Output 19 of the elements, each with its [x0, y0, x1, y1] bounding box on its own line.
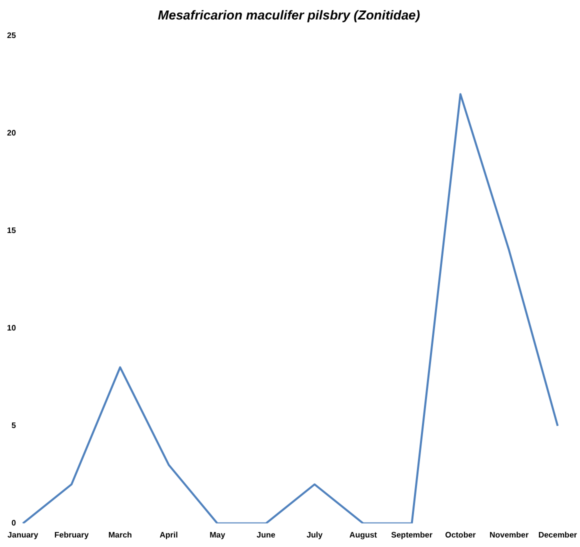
- y-tick-label: 20: [6, 128, 16, 138]
- y-tick-label: 10: [6, 323, 16, 332]
- y-tick-label: 25: [6, 30, 16, 40]
- y-tick-label: 15: [6, 226, 16, 235]
- x-tick-label: October: [445, 530, 476, 540]
- x-tick-label: January: [8, 530, 39, 540]
- x-tick-label: February: [54, 530, 90, 540]
- x-tick-label: June: [256, 530, 276, 540]
- x-tick-label: May: [210, 530, 226, 540]
- x-tick-label: April: [160, 530, 178, 540]
- x-tick-label: July: [306, 530, 324, 540]
- y-tick-label: 0: [11, 518, 16, 528]
- y-tick-label: 5: [11, 421, 16, 430]
- x-tick-label: December: [538, 530, 577, 540]
- chart-title: Mesafricarion maculifer pilsbry (Zonitidae): [158, 7, 420, 22]
- x-tick-label: November: [489, 530, 529, 540]
- x-tick-label: August: [349, 530, 378, 540]
- x-tick-label: September: [391, 530, 432, 540]
- x-tick-label: March: [108, 530, 132, 540]
